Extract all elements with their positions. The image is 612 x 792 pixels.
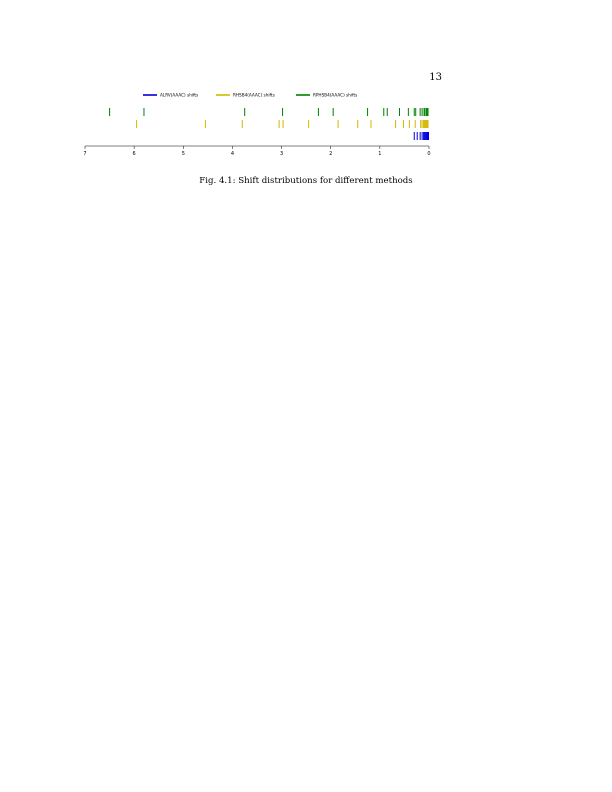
- x-tick-label: 1: [378, 151, 381, 157]
- figure-caption: Fig. 4.1: Shift distributions for differ…: [199, 176, 413, 186]
- x-tick-label: 4: [231, 151, 234, 157]
- x-tick-label: 3: [280, 151, 283, 157]
- legend-label: RPHSB4(AAAC) shifts: [313, 93, 357, 98]
- x-tick-label: 5: [182, 151, 185, 157]
- legend-label: RHSB4(AAAC) shifts: [233, 93, 275, 98]
- x-tick-label: 0: [427, 151, 430, 157]
- chart-legend: ALRV(AAAC) shifts RHSB4(AAAC) shifts RPHSB…: [143, 93, 357, 98]
- x-tick-label: 2: [329, 151, 332, 157]
- chart-marks: [109, 108, 430, 140]
- legend-label: ALRV(AAAC) shifts: [160, 93, 198, 98]
- x-tick-label: 6: [133, 151, 136, 157]
- page-number: 13: [429, 72, 442, 83]
- x-axis: 7 6 5 4 3 2 1 0: [83, 145, 431, 157]
- x-tick-label: 7: [83, 151, 86, 157]
